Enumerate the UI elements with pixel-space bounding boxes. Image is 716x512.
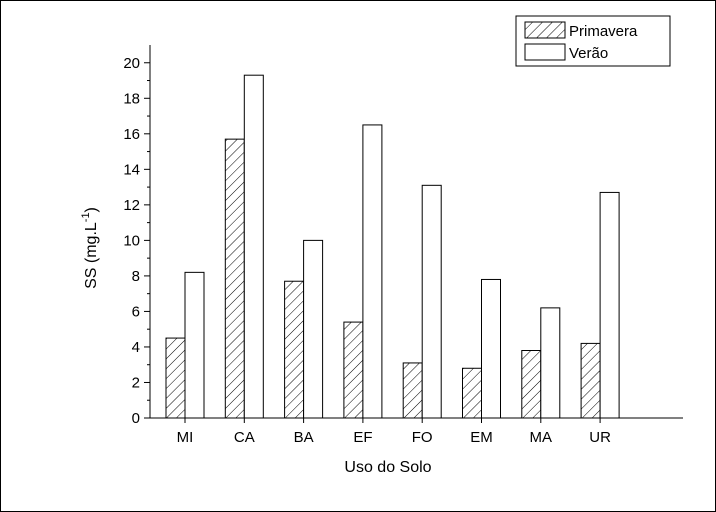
bar-primavera-ma	[521, 350, 542, 419]
y-tick-label-6: 6	[132, 303, 140, 320]
legend-swatch-primavera	[524, 21, 566, 39]
y-tick-label-8: 8	[132, 268, 140, 285]
bar-verao-ur	[599, 191, 620, 419]
x-tick-label-mi: MI	[177, 429, 194, 446]
x-tick-label-ef: EF	[353, 429, 372, 446]
y-tick-label-0: 0	[132, 410, 140, 427]
x-axis-title: Uso do Solo	[344, 459, 431, 476]
y-axis-title-main: SS (mg.L	[83, 222, 100, 289]
y-tick-label-14: 14	[123, 161, 140, 178]
y-tick-label-18: 18	[123, 90, 140, 107]
y-tick-label-16: 16	[123, 126, 140, 143]
legend: Primavera Verão	[515, 15, 671, 67]
bar-verao-em	[481, 278, 501, 419]
y-tick-label-2: 2	[132, 374, 140, 391]
bar-verao-mi	[184, 271, 205, 419]
bar-verao-fo	[421, 184, 442, 419]
y-tick-label-4: 4	[132, 339, 140, 356]
y-tick-label-10: 10	[123, 232, 140, 249]
y-tick-label-20: 20	[123, 55, 140, 72]
x-tick-label-ur: UR	[589, 429, 611, 446]
x-tick-label-ma: MA	[530, 429, 553, 446]
bar-primavera-ba	[284, 280, 305, 419]
bar-verao-ba	[303, 239, 324, 419]
bar-verao-ef	[362, 124, 383, 419]
bar-primavera-ur	[580, 342, 601, 419]
x-tick-label-fo: FO	[412, 429, 433, 446]
legend-swatch-verao	[524, 43, 566, 61]
bars-group	[165, 74, 620, 419]
y-axis-title-close: )	[83, 207, 100, 212]
legend-label-verao: Verão	[569, 45, 608, 62]
bar-primavera-fo	[402, 362, 423, 419]
y-axis-title: SS (mg.L-1)	[80, 207, 100, 289]
x-tick-label-em: EM	[470, 429, 493, 446]
bar-verao-ma	[540, 307, 561, 419]
bar-primavera-em	[462, 367, 482, 419]
bar-verao-ca	[243, 74, 264, 419]
y-axis-title-superscript: -1	[80, 212, 92, 222]
x-tick-label-ca: CA	[234, 429, 255, 446]
y-tick-label-12: 12	[123, 197, 140, 214]
bar-primavera-ef	[343, 321, 364, 419]
ticks-group: MI CA BA EF FO EM MA UR 0 2 4 6 8 10 12 14 16 18 20	[123, 55, 611, 446]
axes-group	[149, 45, 683, 419]
bar-primavera-ca	[224, 138, 245, 419]
bar-primavera-mi	[165, 337, 186, 419]
legend-label-primavera: Primavera	[569, 23, 638, 40]
x-tick-label-ba: BA	[294, 429, 314, 446]
